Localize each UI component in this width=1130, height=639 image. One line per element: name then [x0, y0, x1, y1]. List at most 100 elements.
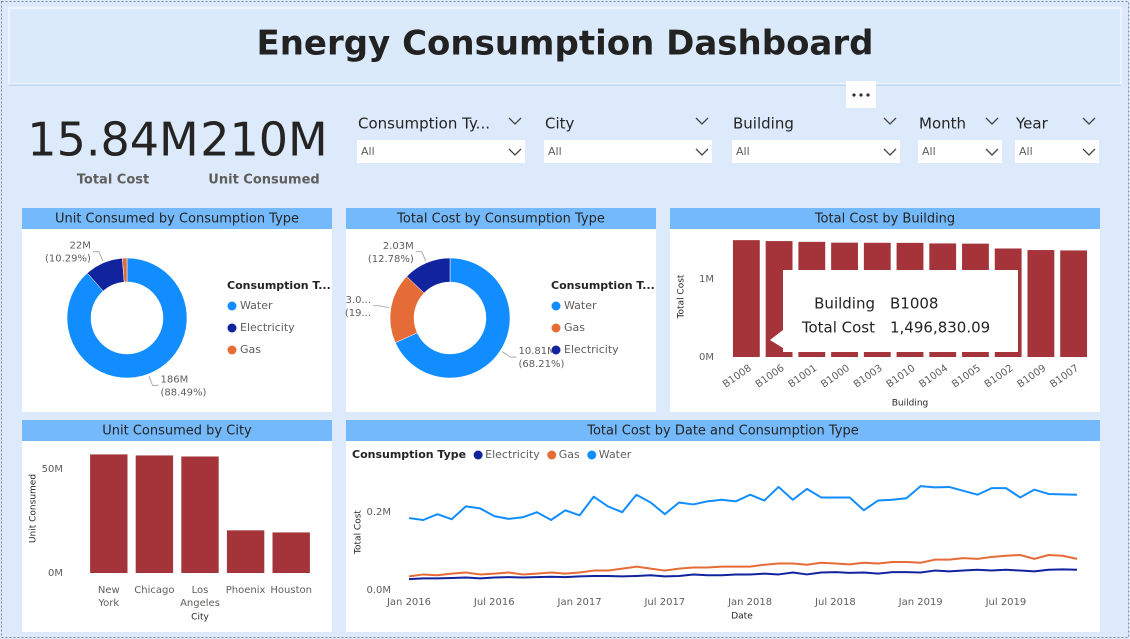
x-axis-title: Building: [892, 399, 929, 409]
legend-label: Gas: [559, 448, 580, 461]
panel: [22, 420, 332, 632]
legend-label: Electricity: [564, 343, 619, 356]
slicer[interactable]: Year All: [1015, 115, 1099, 164]
y-axis-title: Unit Consumed: [29, 474, 39, 543]
bar: [272, 532, 310, 573]
data-label-percent: (88.49%): [161, 387, 207, 398]
dashboard-title: Energy Consumption Dashboard: [257, 24, 874, 64]
x-tick-label: Jul 2018: [814, 597, 856, 608]
legend-swatch: [227, 323, 237, 333]
line-series: [408, 568, 1078, 581]
slicer[interactable]: Month All: [918, 115, 1002, 164]
kpi-value: 210M: [200, 113, 328, 167]
legend-swatch: [551, 323, 561, 333]
y-tick-label: 0.2M: [366, 507, 391, 518]
chevron: [883, 148, 897, 156]
chevron: [985, 148, 999, 156]
slicer-value: All: [361, 145, 375, 158]
legend-swatch: [547, 450, 557, 460]
leader-line: [92, 251, 104, 262]
panel-title-bar: [670, 208, 1100, 229]
panel-title-bar: [346, 208, 656, 229]
slicer-box[interactable]: [1015, 140, 1099, 163]
bar: [732, 240, 760, 357]
chevron: [508, 117, 522, 125]
y-tick-label: 0.0M: [366, 585, 391, 596]
slicer[interactable]: City All: [544, 115, 712, 164]
legend-label: Water: [564, 299, 597, 312]
x-tick-label: Jul 2019: [985, 597, 1027, 608]
tooltip-key: Building: [814, 295, 875, 313]
tooltip-pointer: [770, 330, 783, 348]
x-tick-label: Jan 2019: [898, 597, 943, 608]
slicer-box[interactable]: [918, 140, 1002, 163]
line-series: [408, 485, 1078, 521]
bar: [1027, 250, 1055, 357]
bar: [181, 456, 219, 573]
chevron: [985, 117, 999, 125]
chevron: [508, 148, 522, 156]
legend-swatch: [473, 450, 483, 460]
data-label: 10.81M: [518, 346, 555, 357]
chevron: [1082, 148, 1096, 156]
tooltip-box: [783, 270, 1018, 352]
slicer-value: All: [922, 145, 936, 158]
leader-line: [148, 375, 159, 386]
panel-title: Total Cost by Date and Consumption Type: [586, 424, 859, 439]
more-options[interactable]: [846, 81, 876, 108]
slicer-label: Year: [1015, 115, 1049, 133]
legend-title: Consumption T...: [227, 279, 331, 292]
dot: [852, 93, 856, 97]
chevron: [695, 148, 709, 156]
data-label: 2.03M: [383, 241, 414, 252]
tooltip: Building B1008 Total Cost 1,496,830.09: [770, 270, 1018, 352]
chevron: [695, 117, 709, 125]
legend-title: Consumption Type: [352, 448, 466, 461]
x-tick-label: Chicago: [134, 585, 174, 596]
line-series: [408, 554, 1078, 578]
data-label-percent: (12.78%): [368, 254, 414, 265]
legend-title: Consumption T...: [551, 279, 655, 292]
panel-title-bar: [22, 208, 332, 229]
data-label-percent: (19...: [345, 308, 371, 319]
x-tick-label: Los Angeles: [180, 585, 220, 609]
legend-label: Electricity: [240, 321, 295, 334]
data-label: 22M: [70, 241, 91, 252]
tooltip-key: Total Cost: [801, 319, 875, 337]
leader-line: [373, 305, 389, 308]
data-label-percent: (10.29%): [45, 254, 91, 265]
slicer-box[interactable]: [357, 140, 525, 163]
slicer-label: Consumption Ty...: [358, 115, 490, 133]
legend-label: Water: [240, 299, 273, 312]
leader-line: [415, 251, 427, 262]
panel-title: Unit Consumed by Consumption Type: [55, 212, 299, 227]
leader-line: [501, 351, 517, 358]
slicer-value: All: [548, 145, 562, 158]
y-tick-label: 0M: [48, 568, 63, 579]
legend-label: Gas: [240, 343, 261, 356]
tooltip-value: B1008: [890, 295, 938, 313]
panel-title-bar: [346, 420, 1100, 441]
y-tick-label: 50M: [42, 464, 63, 475]
slicer[interactable]: Consumption Ty... All: [357, 115, 525, 164]
chevron: [883, 117, 897, 125]
slicer-box[interactable]: [732, 140, 900, 163]
x-axis-title: City: [191, 613, 209, 623]
x-axis-title: Date: [731, 612, 753, 622]
slicer-label: City: [545, 115, 575, 133]
slicer-label: Month: [919, 115, 966, 133]
x-tick-label: Jan 2016: [386, 597, 431, 608]
data-label: 186M: [161, 374, 189, 385]
slicer-value: All: [1019, 145, 1033, 158]
panel-title: Unit Consumed by City: [102, 424, 252, 439]
bar: [90, 454, 128, 573]
y-tick-label: 0M: [699, 352, 714, 363]
slicer-box[interactable]: [544, 140, 712, 163]
x-tick-label: Jan 2018: [727, 597, 772, 608]
slicer[interactable]: Building All: [732, 115, 900, 164]
tooltip-value: 1,496,830.09: [890, 319, 990, 337]
legend-label: Gas: [564, 321, 585, 334]
bar: [226, 530, 265, 573]
dot: [866, 93, 870, 97]
